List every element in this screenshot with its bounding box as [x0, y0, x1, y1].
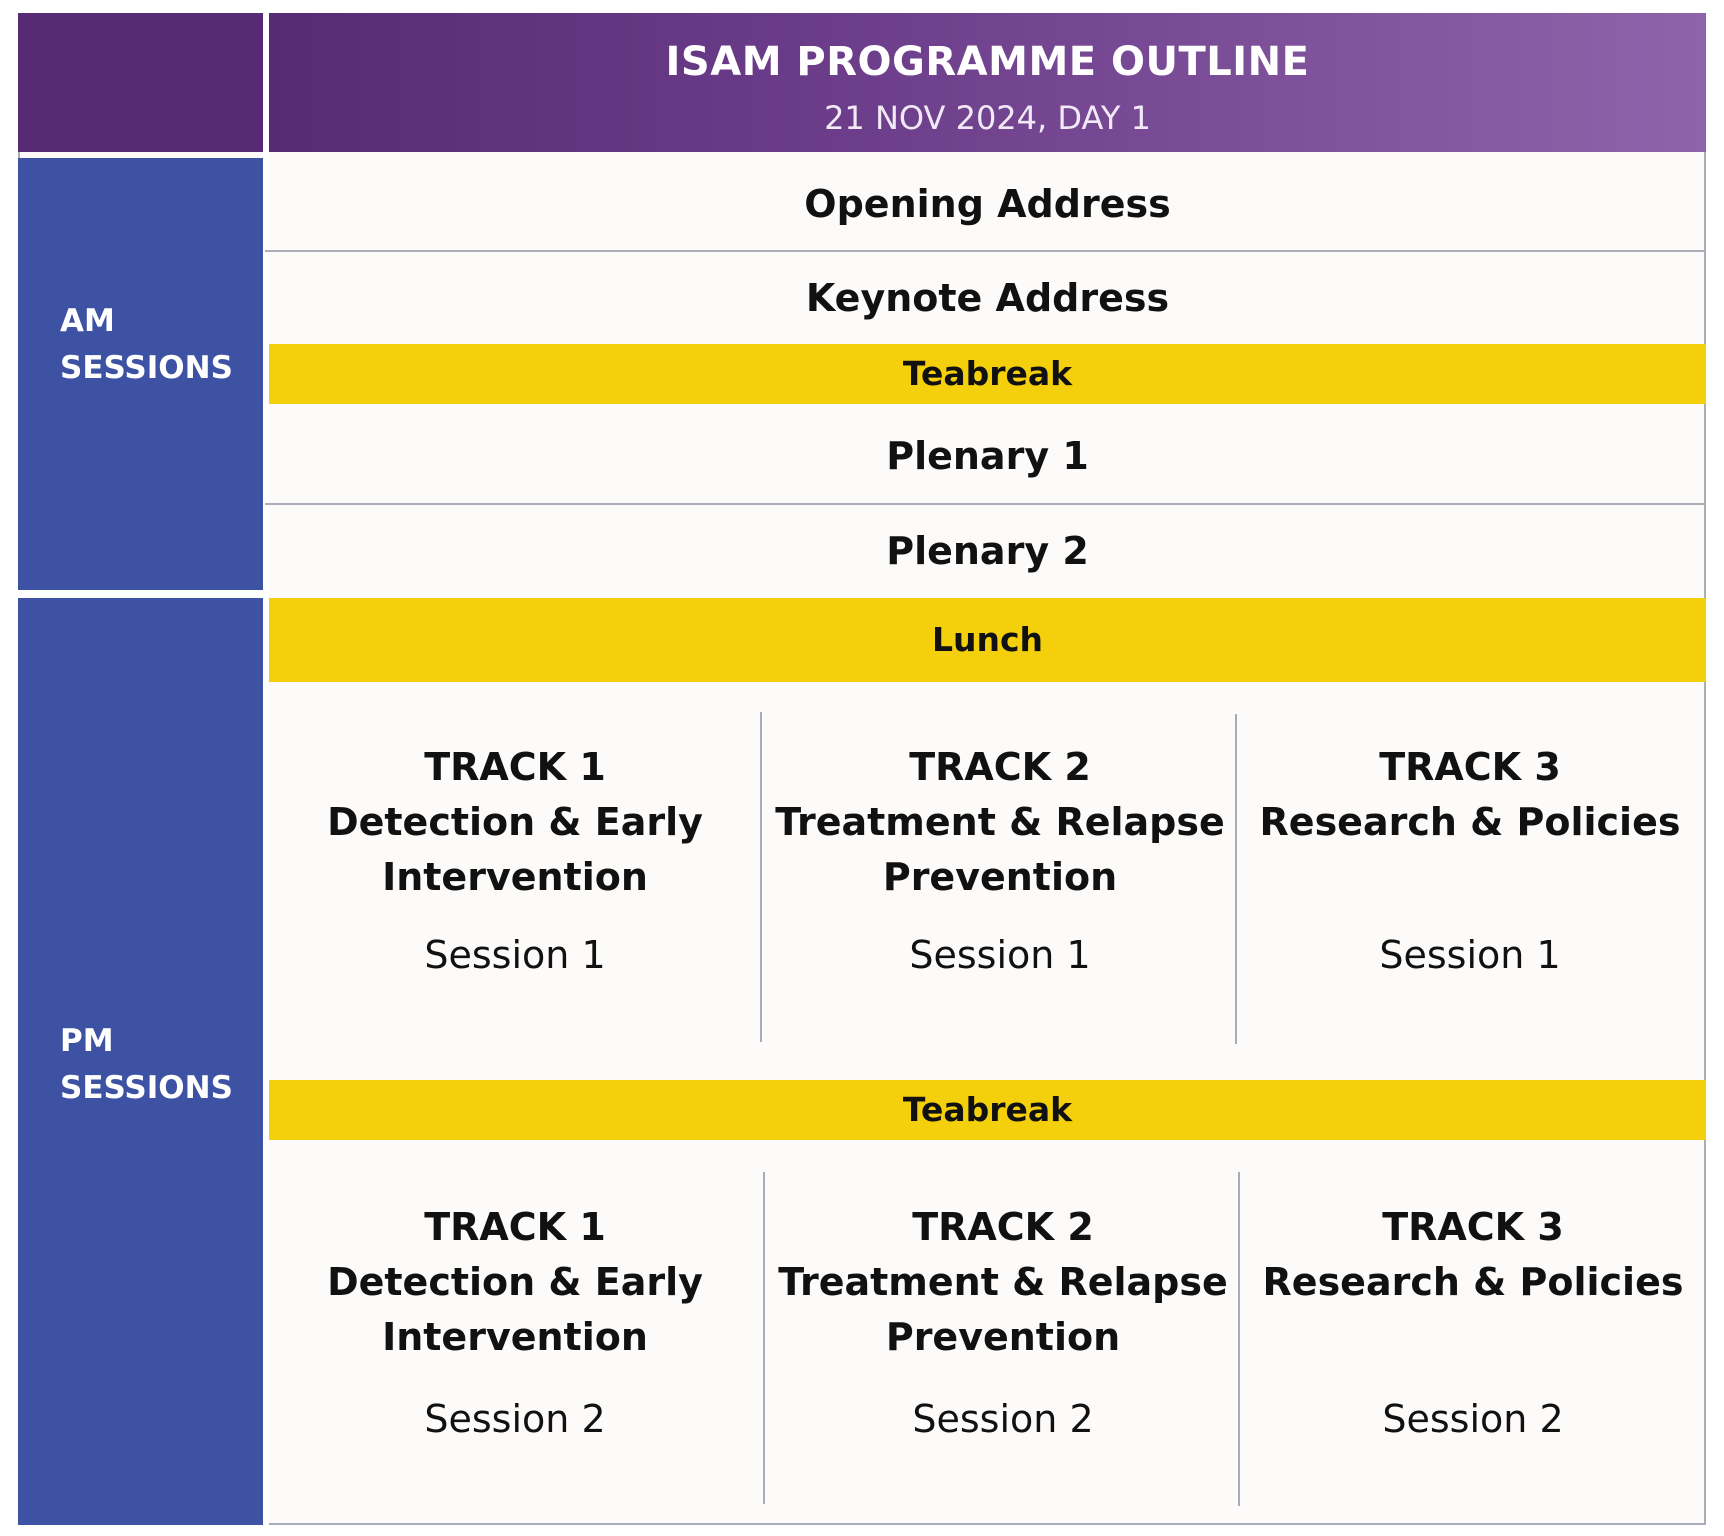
lunch-break: Lunch: [269, 598, 1706, 682]
header-corner: [18, 13, 263, 152]
track-topic: Prevention: [885, 1315, 1121, 1359]
programme-header: ISAM PROGRAMME OUTLINE 21 NOV 2024, DAY …: [269, 13, 1706, 152]
track-name: TRACK 1: [424, 1205, 606, 1249]
track-topic: Research & Policies: [1259, 800, 1681, 844]
am-label-line2: SESSIONS: [60, 350, 233, 386]
track-3-session-1: TRACK 3 Research & Policies Session 1: [1235, 740, 1705, 1040]
track-1-session-2: TRACK 1 Detection & Early Intervention S…: [280, 1200, 750, 1500]
session-label: Session 2: [424, 1397, 606, 1441]
session-label: Session 2: [912, 1397, 1094, 1441]
track-name: TRACK 2: [909, 745, 1091, 789]
track-topic: Prevention: [882, 855, 1118, 899]
track-topic: Detection & Early: [327, 1260, 703, 1304]
track-name: TRACK 1: [424, 745, 606, 789]
opening-address: Opening Address: [804, 182, 1171, 226]
am-sessions-label-cell: AM SESSIONS: [18, 158, 263, 590]
row-divider: [265, 503, 1706, 505]
track-divider: [1238, 1172, 1240, 1506]
pm-sessions-label: PM SESSIONS: [60, 1018, 233, 1112]
session-label: Session 1: [909, 933, 1091, 977]
session-label: Session 2: [1382, 1397, 1564, 1441]
pm-sessions-label-cell: PM SESSIONS: [18, 598, 263, 1525]
track-topic: Intervention: [382, 855, 648, 899]
session-label: Session 1: [424, 933, 606, 977]
pm-teabreak: Teabreak: [269, 1080, 1706, 1140]
pm-label-line2: SESSIONS: [60, 1070, 233, 1106]
track-topic: Detection & Early: [327, 800, 703, 844]
row-divider: [265, 250, 1706, 252]
track-2-session-1: TRACK 2 Treatment & Relapse Prevention S…: [765, 740, 1235, 1040]
track-name: TRACK 3: [1379, 745, 1561, 789]
session-label: Session 1: [1379, 933, 1561, 977]
page-title: ISAM PROGRAMME OUTLINE: [665, 39, 1310, 85]
track-topic: Research & Policies: [1262, 1260, 1684, 1304]
track-divider: [763, 1172, 765, 1504]
am-label-line1: AM: [60, 303, 115, 339]
track-topic: Treatment & Relapse: [778, 1260, 1228, 1304]
track-topic: Intervention: [382, 1315, 648, 1359]
pm-label-line1: PM: [60, 1023, 114, 1059]
track-3-session-2: TRACK 3 Research & Policies Session 2: [1238, 1200, 1708, 1500]
keynote-address: Keynote Address: [805, 276, 1170, 320]
track-name: TRACK 3: [1382, 1205, 1564, 1249]
plenary-2: Plenary 2: [886, 529, 1089, 573]
track-name: TRACK 2: [912, 1205, 1094, 1249]
programme-table: [18, 13, 1706, 1525]
plenary-1: Plenary 1: [886, 434, 1089, 478]
session-separator: [18, 590, 263, 598]
am-sessions-label: AM SESSIONS: [60, 298, 233, 392]
track-1-session-1: TRACK 1 Detection & Early Intervention S…: [280, 740, 750, 1040]
track-topic: Treatment & Relapse: [775, 800, 1225, 844]
am-teabreak: Teabreak: [269, 344, 1706, 404]
track-2-session-2: TRACK 2 Treatment & Relapse Prevention S…: [768, 1200, 1238, 1500]
track-divider: [760, 712, 762, 1042]
column-divider: [263, 13, 269, 1525]
page-subtitle: 21 NOV 2024, DAY 1: [824, 99, 1151, 137]
track-divider: [1235, 714, 1237, 1044]
